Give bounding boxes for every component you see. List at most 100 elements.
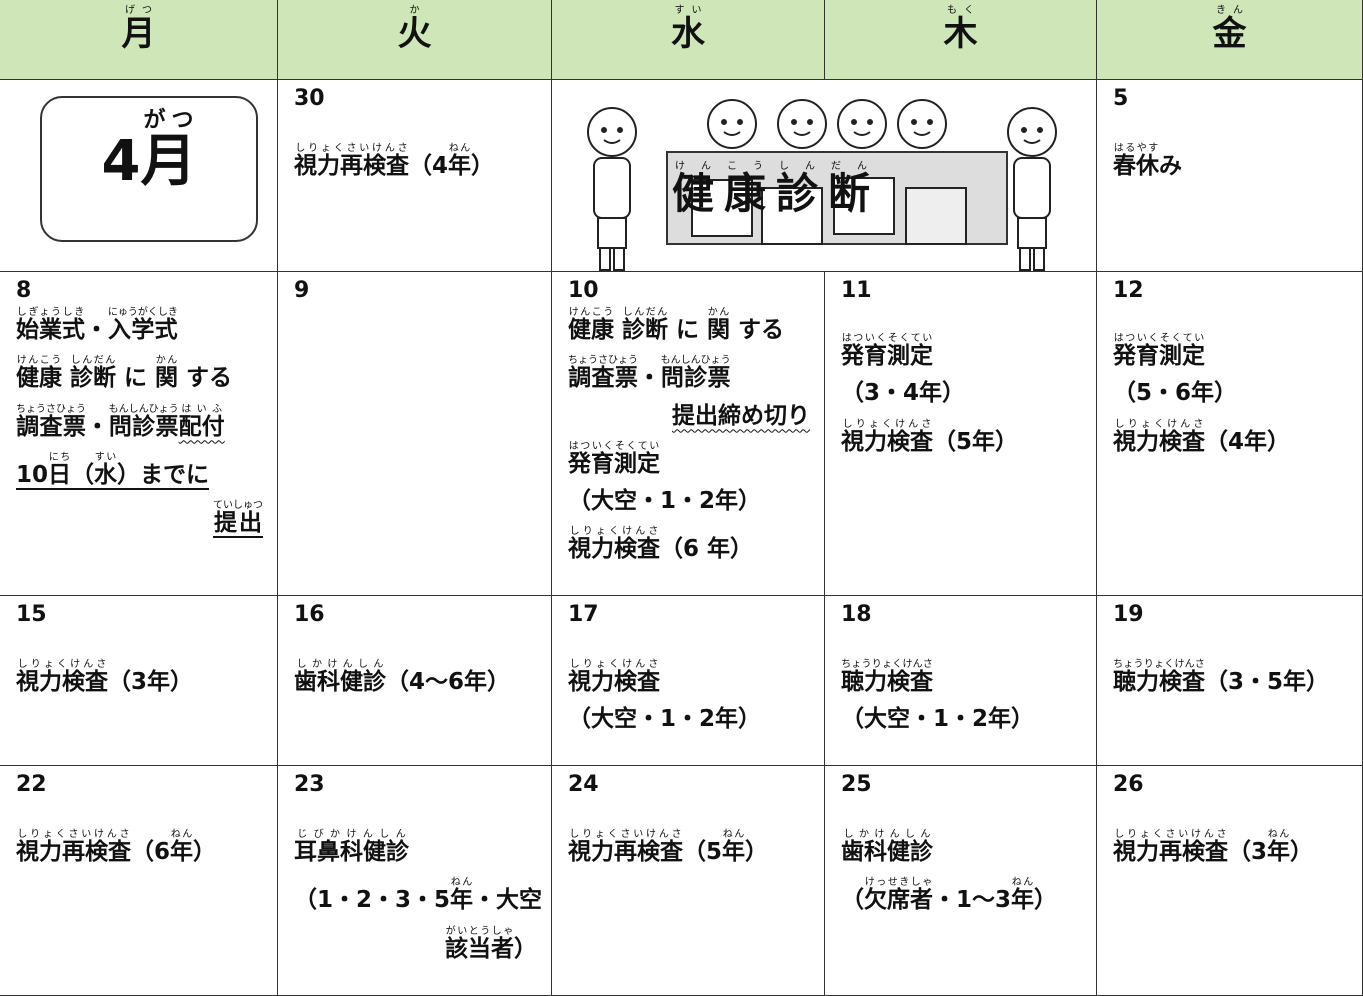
base-text: 関 <box>707 317 731 343</box>
ruby-text: 聴力検査ちょうりょくけんさ <box>1113 659 1205 695</box>
base-text: 年 <box>170 839 194 865</box>
entry-line: 発育測定はついくそくてい <box>1113 333 1348 369</box>
day-text: 金 <box>1212 14 1247 54</box>
text: ） <box>745 839 769 865</box>
entry-text: 歯科健診しかけんしん（4〜6年） <box>294 659 511 695</box>
base-text: 関 <box>155 365 179 392</box>
entries: 春休はるやすみ <box>1097 111 1362 179</box>
entry-line: （3・4年） <box>841 381 1082 406</box>
base-text: 年 <box>450 887 474 914</box>
ruby-text: 該当者がいとうしゃ <box>445 926 514 962</box>
text: ） <box>193 839 217 865</box>
entry-text: 耳鼻科健診じびかけんしん <box>294 829 409 865</box>
text: 提出締め切り <box>672 402 810 429</box>
base-text: 視力検査 <box>568 669 660 695</box>
entry-line: 春休はるやすみ <box>1113 143 1348 179</box>
date: 16 <box>294 602 325 627</box>
text: （大空・1・2年） <box>568 488 762 515</box>
text: ・ <box>85 413 109 440</box>
day-header: 木もく <box>825 0 1097 80</box>
base-text: 視力検査 <box>16 669 108 695</box>
text: ・大空 <box>473 887 543 914</box>
furigana: はついくそくてい <box>568 440 660 452</box>
base-text: 健 <box>672 169 725 218</box>
ruby-text: 提出ていしゅつ <box>213 500 263 536</box>
base-text: 始業式 <box>16 317 85 343</box>
furigana: ねん <box>722 829 746 840</box>
entry-line: 視力検査しりょくけんさ <box>568 659 810 695</box>
entry-line: 視力検査しりょくけんさ（5年） <box>841 419 1082 455</box>
entry-text: 10日にち（水すい）までに <box>16 452 209 488</box>
entry-line: 調査票ちょうさひょう・問診票もんしんひょう <box>568 355 810 391</box>
entry-line: 視力検査しりょくけんさ（4年） <box>1113 419 1348 455</box>
base-text: 視力検査 <box>1113 428 1205 455</box>
day-name: 金きん <box>1212 5 1247 54</box>
entry-text: 歯科健診しかけんしん <box>841 829 933 865</box>
text <box>614 317 622 343</box>
day-furigana: もく <box>943 5 978 16</box>
base-text: 調査票 <box>568 365 638 392</box>
entry-line: 提出締め切り <box>568 402 810 429</box>
base-text: 月 <box>140 129 197 194</box>
date: 5 <box>1113 86 1129 111</box>
date: 18 <box>841 602 872 627</box>
entry-text: （大空・1・2年） <box>841 706 1034 732</box>
day-furigana: げつ <box>121 5 156 16</box>
day-header: 月げつ <box>0 0 278 80</box>
furigana: しりょくさいけんさ <box>294 143 409 154</box>
ruby-text: 視力検査しりょくけんさ <box>841 419 933 455</box>
ruby-text: 耳鼻科健診じびかけんしん <box>294 829 409 865</box>
furigana: かん <box>707 307 731 318</box>
ruby-text: 発育測定はついくそくてい <box>1113 333 1205 369</box>
base-text: 発育測定 <box>568 450 660 477</box>
entry-text: 発育測定はついくそくてい <box>1113 333 1205 369</box>
entry-text: 視力再検査しりょくさいけんさ（6年ねん） <box>16 829 217 865</box>
text: （4〜6年） <box>386 669 511 695</box>
entry-text: 視力再検査しりょくさいけんさ（5年ねん） <box>568 829 769 865</box>
day-name: 木もく <box>944 5 978 54</box>
base-text: 視力再検査 <box>568 839 683 865</box>
ruby-text: 年ねん <box>1267 829 1290 865</box>
date: 10 <box>568 278 599 303</box>
entry-text: （5・6年） <box>1113 380 1237 406</box>
furigana: ちょうさひょう <box>568 355 638 367</box>
entries <box>278 303 551 307</box>
furigana: かん <box>155 355 179 367</box>
entry-text: 視力検査しりょくけんさ（5年） <box>841 419 1018 455</box>
entry-text: （欠席者けっせきしゃ・1〜3年ねん） <box>841 877 1057 914</box>
entry-line: 調査票ちょうさひょう・問診票もんしんひょう配付はいふ <box>16 404 263 440</box>
base-text: 年 <box>448 153 472 179</box>
ruby-text: 発育測定はついくそくてい <box>841 333 933 369</box>
base-text: 発育測定 <box>1113 343 1205 369</box>
base-text: 視力再検査 <box>294 153 409 179</box>
text: （大空・1・2年） <box>841 706 1035 733</box>
day-cell: 12 発育測定はついくそくてい （5・6年） 視力検査しりょくけんさ（4年） <box>1097 272 1363 596</box>
furigana: しりょくけんさ <box>841 418 933 430</box>
date: 8 <box>16 278 32 303</box>
furigana: もんしんひょう <box>660 355 731 367</box>
text: （3年） <box>108 669 194 695</box>
day-cell: 24 視力再検査しりょくさいけんさ（5年ねん） <box>552 766 825 996</box>
furigana: しりょくさいけんさ <box>568 829 683 840</box>
text: ） <box>1290 839 1314 865</box>
furigana: がいとうしゃ <box>445 925 514 937</box>
day-text: 火 <box>397 14 432 54</box>
furigana: がつ <box>140 108 197 133</box>
furigana: ちょうりょくけんさ <box>1113 659 1205 670</box>
furigana: けん <box>672 161 725 172</box>
date: 11 <box>841 278 872 303</box>
furigana: はるやす <box>1113 143 1159 154</box>
day-cell: 23 耳鼻科健診じびかけんしん （1・2・3・5年ねん・大空 該当者がいとうしゃ） <box>278 766 552 996</box>
entry-line: 該当者がいとうしゃ） <box>294 926 537 962</box>
base-text: 欠席者 <box>864 887 933 914</box>
ruby-text: 視力再検査しりょくさいけんさ <box>294 143 409 179</box>
text: （5・6年） <box>1113 380 1238 407</box>
text: （3・5年） <box>1205 669 1330 695</box>
day-cell: 25 歯科健診しかけんしん （欠席者けっせきしゃ・1〜3年ねん） <box>825 766 1097 996</box>
entry-text: 視力検査しりょくけんさ（6 年） <box>568 526 753 562</box>
ruby-text: 断だん <box>828 161 880 218</box>
day-cell: 17 視力検査しりょくけんさ （大空・1・2年） <box>552 596 825 766</box>
ruby-text: 始業式しぎょうしき <box>16 307 85 343</box>
day-cell: 26 視力再検査しりょくさいけんさ（3年ねん） <box>1097 766 1363 996</box>
entry-line: 視力再検査しりょくさいけんさ（3年ねん） <box>1113 829 1348 865</box>
